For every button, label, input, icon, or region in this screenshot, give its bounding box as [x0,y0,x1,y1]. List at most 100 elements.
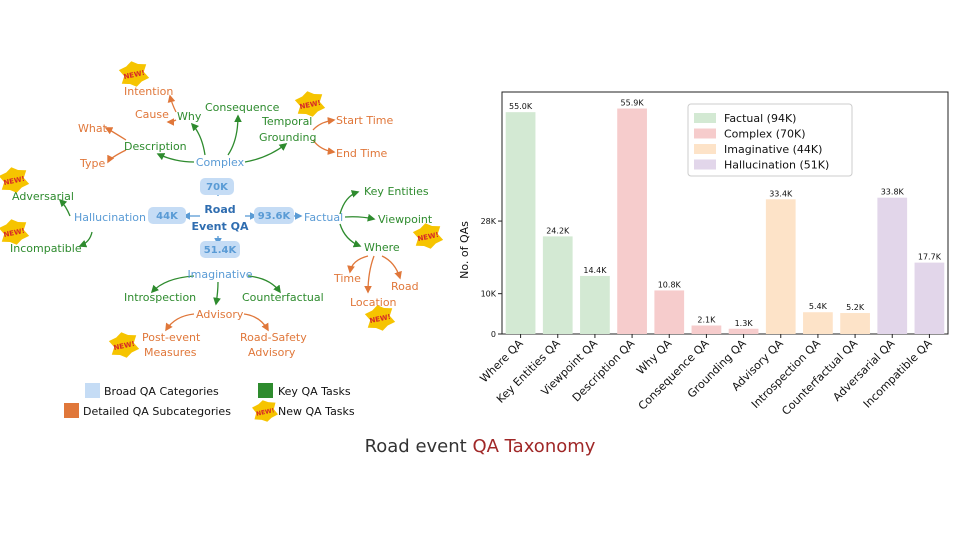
bar-why-qa [654,290,685,334]
bar-advisory-qa [765,199,796,334]
task-grounding: Grounding [259,131,316,144]
bar-key-entities-qa [542,236,573,334]
task-consequence: Consequence [205,101,280,114]
bar-value-label: 1.3K [735,319,754,328]
legend-entry: Imaginative (44K) [724,143,822,156]
y-tick-label: 10K [481,290,497,299]
subtask-location: Location [350,296,397,309]
bar-value-label: 33.4K [769,189,793,198]
category-factual: Factual [304,211,343,224]
subtask-post-event-1: Post-event [142,331,201,344]
bar-viewpoint-qa [580,275,610,334]
legend-swatch [694,144,716,154]
legend-detailed: Detailed QA Subcategories [83,405,231,418]
new-badge-intention: NEW! [118,61,150,87]
legend-key: Key QA Tasks [278,385,351,398]
subtask-road: Road [391,280,419,293]
x-tick-label: Key Entities QA [494,337,563,406]
figure-caption: Road event QA Taxonomy [0,436,960,457]
subtask-post-event-2: Measures [144,346,197,359]
new-badge-temporal: NEW! [294,91,326,117]
new-badge-adversarial: NEW! [0,167,30,193]
bar-value-label: 5.4K [809,302,828,311]
root-label-line2: Event QA [192,220,249,233]
task-why: Why [177,110,202,123]
category-hallucination: Hallucination [74,211,146,224]
task-where: Where [364,241,400,254]
bar-incompatible-qa [914,262,945,334]
bar-value-label: 2.1K [697,316,716,325]
taxonomy-diagram: 70K 44K 93.6K 51.4K Road Event QA Comple… [0,61,444,422]
subtask-cause: Cause [135,108,169,121]
subtask-type: Type [79,157,105,170]
bar-value-label: 14.4K [583,266,607,275]
legend-new-badge: NEW! [252,400,278,422]
factual-count: 93.6K [258,211,292,222]
bar-value-label: 33.8K [881,188,905,197]
bar-description-qa [617,108,647,334]
bar-value-label: 24.2K [546,226,570,235]
task-counterfactual: Counterfactual [242,291,324,304]
y-tick-label: 28K [481,217,497,226]
legend-swatch [694,128,716,139]
caption-highlight: QA Taxonomy [472,436,596,457]
task-viewpoint: Viewpoint [378,213,433,226]
subtask-end-time: End Time [336,147,388,160]
task-advisory: Advisory [196,308,244,321]
subtask-what: What [78,122,108,135]
legend-entry: Hallucination (51K) [724,159,829,172]
x-tick-label: Introspection QA [749,337,823,411]
bar-value-label: 10.8K [658,280,682,289]
new-badge-where: NEW! [412,223,444,249]
factual-count-box [254,207,294,224]
legend-entry: Factual (94K) [724,112,796,125]
y-tick-label: 0 [491,330,496,339]
complex-count-box [200,178,234,195]
task-description: Description [124,140,187,153]
bar-introspection-qa [803,312,833,334]
bar-counterfactual-qa [840,313,870,334]
hallucination-count: 44K [156,211,179,222]
taxonomy-legend: Broad QA Categories Key QA Tasks Detaile… [64,383,355,422]
legend-broad: Broad QA Categories [104,385,219,398]
y-axis-label: No. of QAs [458,221,471,279]
subtask-road-safety-2: Advisory [248,346,296,359]
task-incompatible: Incompatible [10,242,82,255]
new-badge-incompatible: NEW! [0,219,30,245]
task-introspection: Introspection [124,291,196,304]
task-adversarial: Adversarial [12,190,74,203]
subtask-start-time: Start Time [336,114,394,127]
category-complex: Complex [196,156,245,169]
x-tick-label: Incompatible QA [861,337,935,411]
caption-text: Road event [364,436,473,457]
taxonomy-arrows [58,94,402,332]
plot-frame [501,91,949,335]
new-badge-post-event: NEW! [108,332,140,358]
task-key-entities: Key Entities [364,185,429,198]
legend-entry: Complex (70K) [724,128,806,141]
chart-legend: Factual (94K) Complex (70K) Imaginative (4… [687,103,853,177]
bar-consequence-qa [691,325,722,334]
bar-adversarial-qa [877,197,908,334]
bar-value-label: 5.2K [846,303,865,312]
imaginative-count-box [200,241,240,258]
task-temporal: Temporal [261,115,312,128]
new-badge-text: NEW! [256,407,276,418]
subtask-intention: Intention [124,85,173,98]
bar-where-qa [505,112,536,334]
new-badge-location: NEW! [364,305,396,331]
root-label-line1: Road [204,203,235,216]
bar-value-label: 55.9K [621,99,645,108]
legend-swatch-key [258,383,273,398]
legend-swatch [694,113,716,123]
bar-value-label: 17.7K [918,253,942,262]
imaginative-count: 51.4K [204,245,238,256]
bar-value-label: 55.0K [509,102,533,111]
subtask-time: Time [333,272,361,285]
subtask-road-safety-1: Road-Safety [240,331,307,344]
legend-new: New QA Tasks [278,405,355,418]
legend-frame [687,103,853,177]
hallucination-count-box [148,207,186,224]
legend-swatch-detailed [64,403,79,418]
